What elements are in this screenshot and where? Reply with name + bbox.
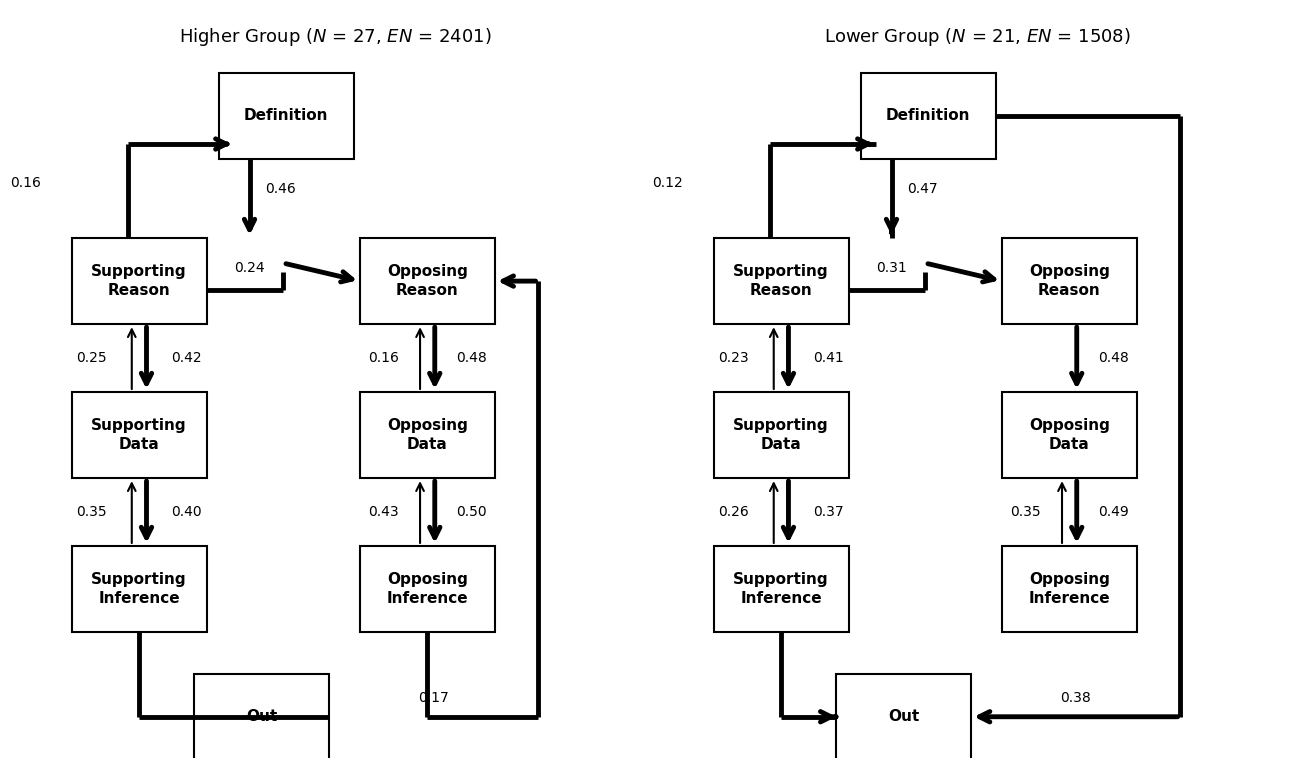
Text: 0.40: 0.40 <box>170 505 201 519</box>
Text: Supporting
Reason: Supporting Reason <box>92 264 187 298</box>
Bar <box>360 392 494 478</box>
Text: 0.31: 0.31 <box>877 261 906 275</box>
Bar <box>714 392 848 478</box>
Text: Opposing
Inference: Opposing Inference <box>386 572 469 606</box>
Text: Lower Group ($\mathit{N}$ = 21, $\mathit{EN}$ = 1508): Lower Group ($\mathit{N}$ = 21, $\mathit… <box>824 26 1131 47</box>
Text: Out: Out <box>247 709 278 724</box>
Bar <box>360 238 494 324</box>
Bar <box>714 546 848 632</box>
Text: 0.43: 0.43 <box>368 505 399 519</box>
Text: 0.42: 0.42 <box>170 351 201 365</box>
Text: Opposing
Reason: Opposing Reason <box>1029 264 1110 298</box>
Text: 0.35: 0.35 <box>1010 505 1041 519</box>
Text: Definition: Definition <box>886 109 971 123</box>
Text: 0.37: 0.37 <box>813 505 843 519</box>
Bar <box>195 673 329 760</box>
Text: 0.38: 0.38 <box>1060 691 1091 705</box>
Bar <box>1002 392 1137 478</box>
Text: 0.16: 0.16 <box>10 177 41 190</box>
Text: 0.24: 0.24 <box>234 261 265 275</box>
Text: Higher Group ($\mathit{N}$ = 27, $\mathit{EN}$ = 2401): Higher Group ($\mathit{N}$ = 27, $\mathi… <box>179 26 492 47</box>
Text: Supporting
Data: Supporting Data <box>92 418 187 452</box>
Text: 0.50: 0.50 <box>456 505 487 519</box>
Bar <box>837 673 971 760</box>
Text: 0.35: 0.35 <box>76 505 107 519</box>
Bar <box>360 546 494 632</box>
Text: Supporting
Inference: Supporting Inference <box>733 572 829 606</box>
Text: 0.48: 0.48 <box>456 351 487 365</box>
Text: Supporting
Data: Supporting Data <box>733 418 829 452</box>
Bar <box>1002 546 1137 632</box>
Text: 0.41: 0.41 <box>813 351 844 365</box>
Text: 0.17: 0.17 <box>418 691 449 705</box>
Bar <box>72 238 207 324</box>
Bar <box>72 546 207 632</box>
Text: 0.48: 0.48 <box>1099 351 1128 365</box>
Text: Opposing
Data: Opposing Data <box>387 418 467 452</box>
Text: Opposing
Reason: Opposing Reason <box>387 264 467 298</box>
Bar <box>861 73 995 159</box>
Bar <box>714 238 848 324</box>
Text: 0.16: 0.16 <box>368 351 399 365</box>
Text: 0.12: 0.12 <box>652 177 683 190</box>
Text: 0.49: 0.49 <box>1099 505 1128 519</box>
Text: Supporting
Reason: Supporting Reason <box>733 264 829 298</box>
Bar <box>219 73 354 159</box>
Bar <box>1002 238 1137 324</box>
Text: 0.47: 0.47 <box>906 182 937 196</box>
Text: Supporting
Inference: Supporting Inference <box>92 572 187 606</box>
Bar <box>72 392 207 478</box>
Text: 0.46: 0.46 <box>265 182 296 196</box>
Text: 0.23: 0.23 <box>719 351 749 365</box>
Text: Opposing
Inference: Opposing Inference <box>1029 572 1110 606</box>
Text: Out: Out <box>888 709 919 724</box>
Text: Definition: Definition <box>244 109 329 123</box>
Text: 0.26: 0.26 <box>719 505 749 519</box>
Text: Opposing
Data: Opposing Data <box>1029 418 1110 452</box>
Text: 0.25: 0.25 <box>76 351 107 365</box>
